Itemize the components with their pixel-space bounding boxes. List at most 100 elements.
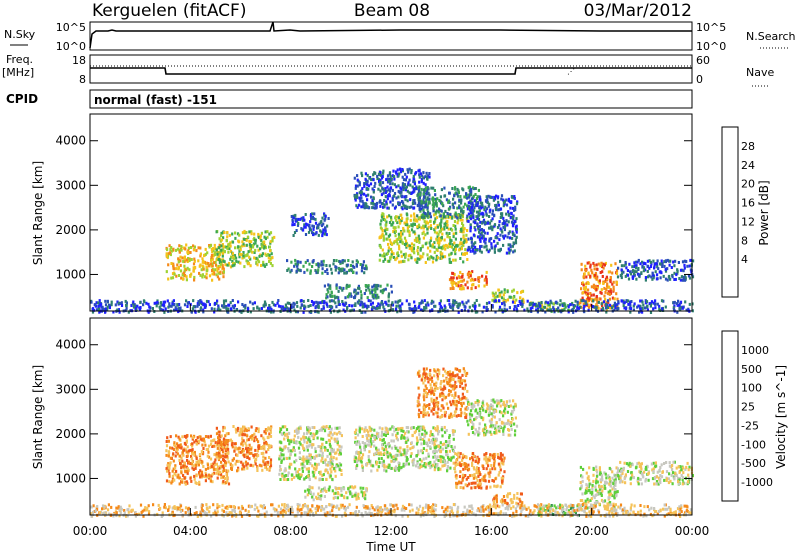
velocity-echo-cell xyxy=(393,444,397,448)
velocity-echo-cell xyxy=(419,436,422,440)
power-echo-cell xyxy=(509,245,512,249)
power-echo-cell xyxy=(602,308,605,312)
power-echo-cell xyxy=(360,300,363,304)
velocity-echo-cell xyxy=(418,429,421,433)
power-echo-cell xyxy=(397,254,400,258)
power-echo-cell xyxy=(355,292,358,296)
power-echo-cell xyxy=(453,250,457,253)
power-echo-cell xyxy=(382,288,385,292)
velocity-echo-cell xyxy=(328,443,331,446)
power-cbar-tick: 4 xyxy=(741,253,748,266)
power-echo-cell xyxy=(580,268,583,272)
power-echo-cell xyxy=(606,277,609,281)
power-echo-cell xyxy=(361,187,364,191)
power-echo-cell xyxy=(292,234,295,237)
cpid-panel-frame xyxy=(89,89,693,109)
power-echo-cell xyxy=(673,278,676,281)
power-echo-cell xyxy=(418,169,421,173)
velocity-echo-cell xyxy=(279,428,283,431)
velocity-echo-cell xyxy=(347,487,350,491)
power-echo-cell xyxy=(399,170,402,174)
velocity-echo-cell xyxy=(363,443,366,447)
power-echo-cell xyxy=(366,198,369,202)
velocity-echo-cell xyxy=(406,430,409,433)
power-echo-cell xyxy=(294,262,297,266)
velocity-echo-cell xyxy=(311,443,314,447)
power-echo-cell xyxy=(390,218,393,222)
power-echo-cell xyxy=(254,248,257,252)
power-echo-cell xyxy=(170,246,173,249)
power-echo-cell xyxy=(210,307,213,311)
velocity-echo-cell xyxy=(339,452,342,456)
velocity-echo-cell xyxy=(331,465,334,468)
power-echo-cell xyxy=(456,194,460,198)
velocity-echo-cell xyxy=(302,447,305,450)
power-echo-cell xyxy=(227,250,230,254)
power-echo-cell xyxy=(180,245,183,248)
freq-bottom-tick: 8 xyxy=(79,73,86,86)
velocity-echo-cell xyxy=(376,432,379,436)
power-echo-cell xyxy=(390,284,393,288)
power-echo-cell xyxy=(620,276,623,280)
velocity-echo-cell xyxy=(222,466,225,470)
power-echo-cell xyxy=(348,292,351,296)
power-echo-cell xyxy=(365,203,368,206)
power-echo-cell xyxy=(106,299,109,303)
power-echo-cell xyxy=(231,299,234,302)
velocity-echo-cell xyxy=(446,465,449,468)
power-echo-cell xyxy=(256,244,259,248)
velocity-echo-cell xyxy=(283,474,286,478)
power-echo-cell xyxy=(503,221,506,225)
power-echo-cell xyxy=(496,294,499,298)
power-echo-cell xyxy=(602,300,606,304)
velocity-echo-cell xyxy=(404,454,407,458)
velocity-echo-cell xyxy=(248,451,251,455)
power-echo-cell xyxy=(459,228,463,231)
power-echo-cell xyxy=(382,205,385,209)
velocity-echo-cell xyxy=(221,445,225,449)
power-echo-cell xyxy=(439,250,442,254)
velocity-echo-cell xyxy=(204,471,207,475)
power-echo-cell xyxy=(392,221,395,225)
power-echo-cell xyxy=(148,305,151,309)
power-echo-cell xyxy=(470,287,473,290)
power-echo-cell xyxy=(370,307,374,311)
power-echo-cell xyxy=(673,264,676,268)
power-echo-cell xyxy=(426,176,429,180)
velocity-echo-cell xyxy=(251,437,255,441)
power-echo-cell xyxy=(440,209,443,213)
velocity-echo-cell xyxy=(202,447,205,450)
power-echo-cell xyxy=(567,308,570,312)
power-echo-cell xyxy=(372,197,375,201)
power-echo-cell xyxy=(317,225,320,229)
power-echo-cell xyxy=(456,304,459,308)
velocity-echo-cell xyxy=(430,438,433,442)
power-echo-cell xyxy=(134,304,137,308)
power-echo-cell xyxy=(219,270,222,274)
velocity-echo-cell xyxy=(269,464,273,468)
velocity-echo-cell xyxy=(167,462,170,466)
power-echo-cell xyxy=(264,230,267,234)
velocity-echo-cell xyxy=(169,446,172,450)
power-echo-cell xyxy=(654,299,657,303)
power-echo-cell xyxy=(620,299,623,303)
power-echo-cell xyxy=(363,182,366,185)
power-echo-cell xyxy=(385,220,388,224)
power-echo-cell xyxy=(521,302,524,306)
power-echo-cell xyxy=(403,195,406,199)
power-echo-cell xyxy=(314,269,317,272)
power-echo-cell xyxy=(607,270,610,274)
power-echo-cell xyxy=(460,275,463,279)
velocity-echo-cell xyxy=(250,437,253,441)
velocity-echo-cell xyxy=(205,475,208,479)
velocity-echo-cell xyxy=(314,468,317,472)
power-echo-cell xyxy=(531,301,534,305)
power-echo-cell xyxy=(212,249,215,253)
power-echo-cell xyxy=(383,203,386,207)
power-echo-cell xyxy=(390,250,394,254)
velocity-echo-cell xyxy=(192,436,195,440)
velocity-echo-cell xyxy=(204,467,207,471)
power-echo-cell xyxy=(679,300,683,304)
power-echo-cell xyxy=(420,299,424,303)
velocity-echo-cell xyxy=(186,471,189,475)
